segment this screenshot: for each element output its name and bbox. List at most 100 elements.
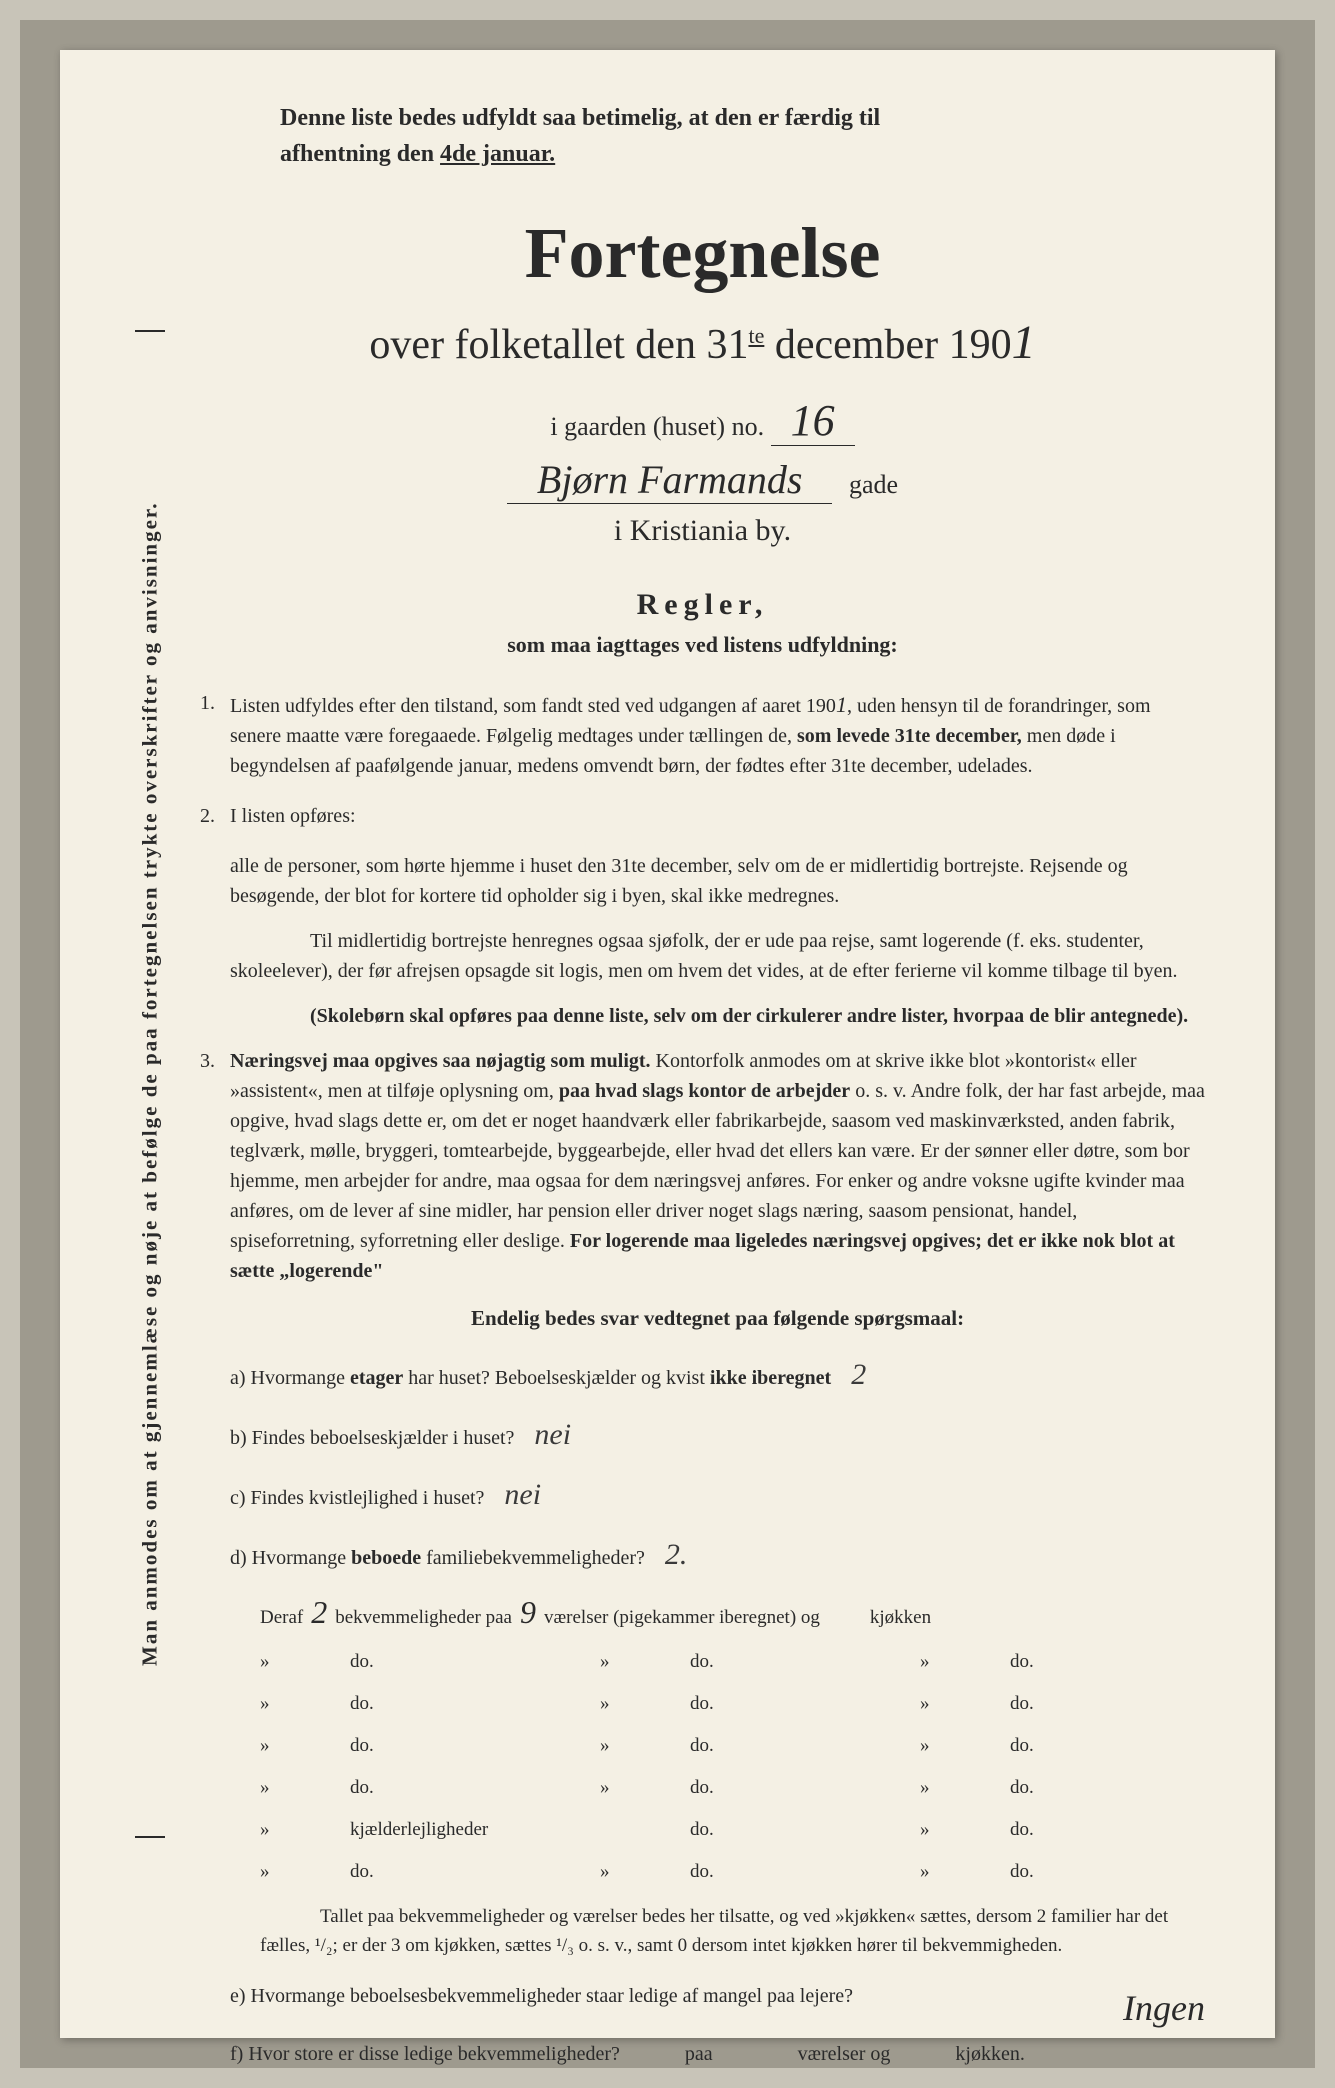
- question-section: Endelig bedes svar vedtegnet paa følgend…: [230, 1306, 1205, 1579]
- tr-c3: »: [600, 1735, 640, 1757]
- q-b-text: Findes beboelseskjælder i huset?: [252, 1427, 515, 1449]
- q-e-signature: Ingen: [1123, 1980, 1205, 2038]
- table-section: Deraf 2 bekvemmeligheder paa 9 værelser …: [260, 1594, 1205, 1883]
- rule-1-number: 1.: [200, 688, 230, 781]
- tr-c6: do.: [1010, 1693, 1034, 1715]
- tr-c4: do.: [690, 1651, 870, 1673]
- tr-c1: »: [260, 1819, 300, 1841]
- main-title: Fortegnelse: [200, 212, 1205, 295]
- tr-c5: »: [920, 1693, 960, 1715]
- tr-c6: do.: [1010, 1861, 1034, 1883]
- table-row: » do. » do. » do.: [260, 1861, 1205, 1883]
- table-row: » do. » do. » do.: [260, 1735, 1205, 1757]
- tr-c3: »: [600, 1693, 640, 1715]
- notice-line1: Denne liste bedes udfyldt saa betimelig,…: [280, 105, 880, 131]
- tr-c1: »: [260, 1735, 300, 1757]
- rule-2: 2. I listen opføres:: [200, 801, 1205, 831]
- q-a-bold1: etager: [350, 1367, 403, 1389]
- q-e-letter: e): [230, 1985, 246, 2007]
- q-c-letter: c): [230, 1487, 246, 1509]
- rule-3-text2: o. s. v. Andre folk, der har fast arbejd…: [230, 1080, 1205, 1252]
- q-b-letter: b): [230, 1427, 247, 1449]
- rule-1-text: Listen udfyldes efter den tilstand, som …: [230, 688, 1205, 781]
- q-c-answer: nei: [504, 1478, 541, 1511]
- q-f-end2: kjøkken.: [955, 2043, 1024, 2065]
- tr-c1: »: [260, 1651, 300, 1673]
- tr-c2: kjælderlejligheder: [350, 1819, 550, 1841]
- tr-c6: do.: [1010, 1819, 1034, 1841]
- tr-c2: do.: [350, 1777, 550, 1799]
- table-row: » do. » do. » do.: [260, 1777, 1205, 1799]
- q-d-text1: Hvormange: [252, 1547, 351, 1569]
- street-line: Bjørn Farmands gade: [200, 456, 1205, 504]
- rule-1-year: 1: [836, 692, 847, 717]
- question-f: f) Hvor store er disse ledige bekvemmeli…: [230, 2038, 1205, 2070]
- indented-2: Til midlertidig bortrejste henregnes ogs…: [230, 926, 1205, 986]
- rule-3-bold2: paa hvad slags kontor de arbejder: [559, 1080, 850, 1102]
- tr-c3: »: [600, 1777, 640, 1799]
- tr-c5: »: [920, 1861, 960, 1883]
- gaarden-label: i gaarden (huset) no.: [550, 412, 764, 441]
- notice-line2-prefix: afhentning den: [280, 141, 440, 167]
- th-mid2: værelser (pigekammer iberegnet) og: [544, 1607, 820, 1629]
- q-e-text: Hvormange beboelsesbekvemmeligheder staa…: [251, 1985, 854, 2007]
- table-row: » do. » do. » do.: [260, 1651, 1205, 1673]
- q-a-text1: Hvormange: [251, 1367, 350, 1389]
- tr-c5: »: [920, 1777, 960, 1799]
- tr-c4: do.: [690, 1861, 870, 1883]
- tr-c5: »: [920, 1735, 960, 1757]
- rule-2-number: 2.: [200, 801, 230, 831]
- tr-c1: »: [260, 1861, 300, 1883]
- subtitle-suffix: december 190: [764, 322, 1011, 368]
- th-prefix: Deraf: [260, 1607, 303, 1629]
- tr-c3: »: [600, 1861, 640, 1883]
- q-c-text: Findes kvistlejlighed i huset?: [251, 1487, 485, 1509]
- regler-subtitle: som maa iagttages ved listens udfyldning…: [200, 632, 1205, 658]
- subtitle: over folketallet den 31te december 1901: [200, 315, 1205, 370]
- tr-c1: »: [260, 1777, 300, 1799]
- indented-1: alle de personer, som hørte hjemme i hus…: [230, 851, 1205, 911]
- rule-3-text: Næringsvej maa opgives saa nøjagtig som …: [230, 1046, 1205, 1286]
- gaarden-line: i gaarden (huset) no. 16: [200, 395, 1205, 446]
- tr-c2: do.: [350, 1735, 550, 1757]
- city-line: i Kristiania by.: [200, 514, 1205, 548]
- q-a-bold2: ikke iberegnet: [710, 1367, 831, 1389]
- bold-para: (Skolebørn skal opføres paa denne liste,…: [230, 1001, 1205, 1031]
- tr-c2: do.: [350, 1861, 550, 1883]
- th-mid1: bekvemmeligheder paa: [335, 1607, 512, 1629]
- tr-c4: do.: [690, 1693, 870, 1715]
- q-a-letter: a): [230, 1367, 246, 1389]
- rule-3-number: 3.: [200, 1046, 230, 1286]
- rule-3-bold1: Næringsvej maa opgives saa nøjagtig som …: [230, 1050, 651, 1072]
- table-row: » do. » do. » do.: [260, 1693, 1205, 1715]
- rule-2-text: I listen opføres:: [230, 801, 1205, 831]
- table-header-row: Deraf 2 bekvemmeligheder paa 9 værelser …: [260, 1594, 1205, 1631]
- question-d: d) Hvormange beboede familiebekvemmeligh…: [230, 1531, 1205, 1579]
- q-a-answer: 2: [851, 1358, 866, 1391]
- tr-c5: »: [920, 1819, 960, 1841]
- q-f-mid: paa: [685, 2043, 713, 2065]
- indented-1-bold: som hørte hjemme i huset den 31te decemb…: [366, 855, 1024, 877]
- rule-3: 3. Næringsvej maa opgives saa nøjagtig s…: [200, 1046, 1205, 1286]
- tr-c6: do.: [1010, 1735, 1034, 1757]
- subtitle-prefix: over folketallet den 31: [369, 322, 748, 368]
- tr-c4: do.: [690, 1735, 870, 1757]
- top-notice: Denne liste bedes udfyldt saa betimelig,…: [280, 100, 1205, 172]
- th-val2: 9: [520, 1594, 536, 1631]
- rule-1: 1. Listen udfyldes efter den tilstand, s…: [200, 688, 1205, 781]
- tr-c5: »: [920, 1651, 960, 1673]
- question-a: a) Hvormange etager har huset? Beboelses…: [230, 1351, 1205, 1399]
- tr-c6: do.: [1010, 1777, 1034, 1799]
- q-b-answer: nei: [534, 1418, 571, 1451]
- q-d-letter: d): [230, 1547, 247, 1569]
- handwritten-year: 1: [1012, 316, 1036, 369]
- subtitle-ordinal: te: [748, 323, 764, 348]
- tr-c2: do.: [350, 1651, 550, 1673]
- q-a-text2: har huset? Beboelseskjælder og kvist: [403, 1367, 710, 1389]
- th-end: kjøkken: [870, 1607, 931, 1629]
- footer-note: Tallet paa bekvemmeligheder og værelser …: [260, 1903, 1205, 1960]
- tr-c1: »: [260, 1693, 300, 1715]
- question-c: c) Findes kvistlejlighed i huset? nei: [230, 1471, 1205, 1519]
- tr-c2: do.: [350, 1693, 550, 1715]
- table-row: » kjælderlejligheder do. » do.: [260, 1819, 1205, 1841]
